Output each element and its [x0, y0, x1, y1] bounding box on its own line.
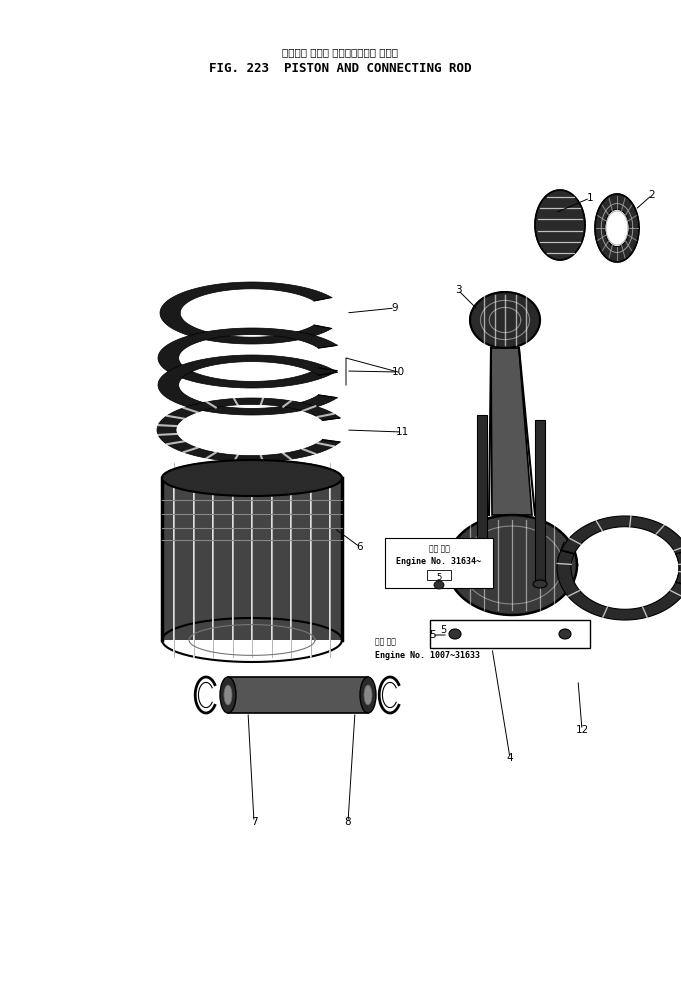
Text: 5: 5 — [440, 625, 446, 635]
Polygon shape — [491, 348, 532, 515]
Polygon shape — [157, 398, 340, 462]
Text: 8: 8 — [345, 817, 351, 827]
Ellipse shape — [533, 580, 547, 588]
Polygon shape — [595, 194, 639, 262]
Ellipse shape — [360, 677, 376, 713]
Ellipse shape — [475, 580, 489, 588]
Ellipse shape — [605, 209, 629, 247]
Text: 6: 6 — [357, 542, 363, 552]
Text: 9: 9 — [392, 303, 398, 313]
Bar — [477, 415, 487, 580]
Text: 10: 10 — [392, 367, 405, 377]
Ellipse shape — [224, 685, 232, 705]
Text: 11: 11 — [396, 427, 409, 437]
Bar — [535, 420, 545, 580]
Text: 5: 5 — [428, 630, 435, 640]
Polygon shape — [158, 355, 337, 415]
Polygon shape — [561, 516, 681, 586]
Text: 適用 車輬: 適用 車輬 — [428, 545, 449, 553]
Text: FIG. 223  PISTON AND CONNECTING ROD: FIG. 223 PISTON AND CONNECTING ROD — [209, 62, 471, 75]
Bar — [427, 570, 451, 580]
Ellipse shape — [364, 685, 372, 705]
Text: ピストン および コネクティング ロッド: ピストン および コネクティング ロッド — [282, 47, 398, 57]
Bar — [228, 677, 368, 713]
Ellipse shape — [220, 677, 236, 713]
Text: 3: 3 — [455, 285, 461, 295]
Polygon shape — [158, 328, 337, 388]
Polygon shape — [470, 292, 540, 348]
Text: Engine No. 1007~31633: Engine No. 1007~31633 — [375, 651, 480, 660]
Text: 12: 12 — [575, 725, 588, 735]
Bar — [430, 620, 590, 648]
Text: 4: 4 — [507, 753, 513, 763]
Polygon shape — [535, 190, 585, 260]
Polygon shape — [557, 550, 681, 620]
Polygon shape — [162, 478, 342, 640]
Text: 5: 5 — [437, 573, 441, 583]
Text: 2: 2 — [649, 190, 655, 200]
Polygon shape — [160, 282, 332, 344]
Polygon shape — [447, 515, 577, 615]
Bar — [385, 538, 493, 588]
Ellipse shape — [449, 629, 461, 639]
Polygon shape — [162, 460, 342, 496]
Text: Engine No. 31634~: Engine No. 31634~ — [396, 557, 481, 566]
Ellipse shape — [559, 629, 571, 639]
Text: 適用 車輬: 適用 車輬 — [375, 638, 396, 647]
Text: 1: 1 — [587, 193, 593, 203]
Text: 7: 7 — [251, 817, 257, 827]
Ellipse shape — [434, 581, 444, 589]
